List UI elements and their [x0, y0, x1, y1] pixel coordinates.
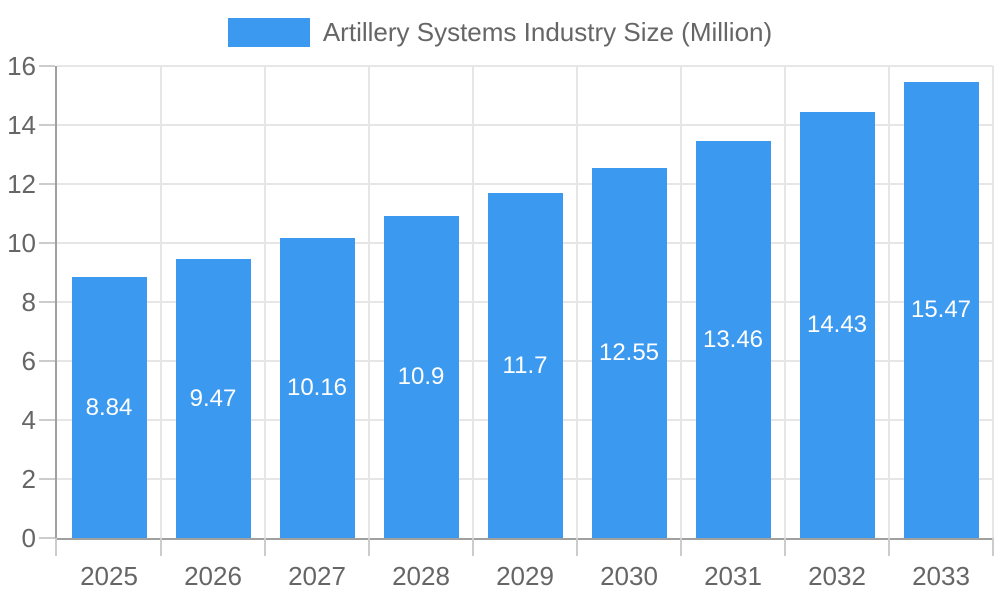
x-axis-tick: [888, 538, 890, 556]
legend-swatch: [227, 17, 310, 47]
bar-value-label: 9.47: [189, 384, 237, 412]
x-axis-tick: [472, 538, 474, 556]
gridline-vertical: [472, 66, 474, 538]
x-axis-tick: [784, 538, 786, 556]
bar-2031[interactable]: 13.46: [695, 141, 771, 538]
gridline-horizontal: [57, 183, 993, 185]
y-axis-tick: [39, 183, 55, 185]
gridline-vertical: [576, 66, 578, 538]
y-axis-tick: [39, 301, 55, 303]
bar-value-label: 8.84: [85, 393, 133, 421]
y-tick-label: 12: [7, 169, 36, 199]
bar-2033[interactable]: 15.47: [903, 82, 979, 538]
bar-value-label: 12.55: [598, 339, 660, 366]
y-axis-line: [55, 66, 57, 538]
plot-area: 0 2 4 6 8 10 12 14 16 2025 2026 2027 2028 2029 2030 203…: [7, 53, 994, 589]
gridline-horizontal: [57, 65, 993, 67]
y-axis-tick: [39, 65, 55, 67]
y-tick-label: 4: [21, 405, 36, 435]
bar-value-label: 11.7: [502, 351, 548, 379]
chart-legend[interactable]: Artillery Systems Industry Size (Million…: [0, 17, 1000, 47]
bar-2028[interactable]: 10.9: [383, 216, 459, 538]
x-axis-tick: [160, 538, 162, 556]
gridline-horizontal: [57, 124, 993, 126]
bar-2029[interactable]: 11.7: [487, 193, 563, 538]
y-tick-label: 8: [21, 287, 36, 317]
bar-value-label: 15.47: [910, 296, 972, 323]
bar-value-label: 10.9: [397, 363, 445, 390]
bar-2026[interactable]: 9.47: [175, 259, 251, 538]
y-tick-label: 14: [7, 110, 36, 140]
x-axis-line: [55, 538, 993, 540]
x-axis-tick: [992, 538, 994, 556]
x-axis-tick: [680, 538, 682, 556]
x-tick-label: 2029: [496, 561, 554, 591]
gridline-vertical: [160, 66, 162, 538]
x-axis-tick: [576, 538, 578, 556]
bar-2027[interactable]: 10.16: [279, 238, 355, 538]
x-tick-label: 2025: [80, 561, 138, 591]
y-tick-label: 2: [21, 464, 36, 494]
x-tick-label: 2028: [392, 561, 450, 591]
bar-value-label: 13.46: [702, 325, 764, 353]
gridline-vertical: [680, 66, 682, 538]
y-axis-tick: [39, 419, 55, 421]
x-axis-tick: [55, 538, 57, 556]
bar-value-label: 10.16: [286, 374, 348, 401]
y-axis-tick: [39, 242, 55, 244]
x-tick-label: 2033: [912, 561, 970, 591]
x-tick-label: 2031: [704, 561, 762, 591]
x-tick-label: 2032: [808, 561, 866, 591]
y-axis-tick: [39, 360, 55, 362]
bar-2025[interactable]: 8.84: [71, 277, 147, 538]
gridline-vertical: [888, 66, 890, 538]
x-tick-label: 2030: [600, 561, 658, 591]
y-axis-tick: [39, 537, 55, 539]
bar-2030[interactable]: 12.55: [591, 168, 667, 538]
gridline-vertical: [368, 66, 370, 538]
bar-2032[interactable]: 14.43: [799, 112, 875, 538]
y-axis-tick: [39, 478, 55, 480]
gridline-vertical: [992, 66, 994, 538]
gridline-vertical: [264, 66, 266, 538]
bar-value-label: 14.43: [806, 311, 868, 338]
legend-label: Artillery Systems Industry Size (Million…: [322, 17, 773, 47]
y-tick-label: 16: [7, 51, 36, 81]
y-tick-label: 6: [21, 346, 36, 376]
gridline-vertical: [784, 66, 786, 538]
x-tick-label: 2027: [288, 561, 346, 591]
x-tick-label: 2026: [184, 561, 242, 591]
y-tick-label: 10: [7, 228, 36, 258]
y-tick-label: 0: [21, 523, 36, 553]
x-axis-tick: [264, 538, 266, 556]
y-axis-tick: [39, 124, 55, 126]
x-axis-tick: [368, 538, 370, 556]
